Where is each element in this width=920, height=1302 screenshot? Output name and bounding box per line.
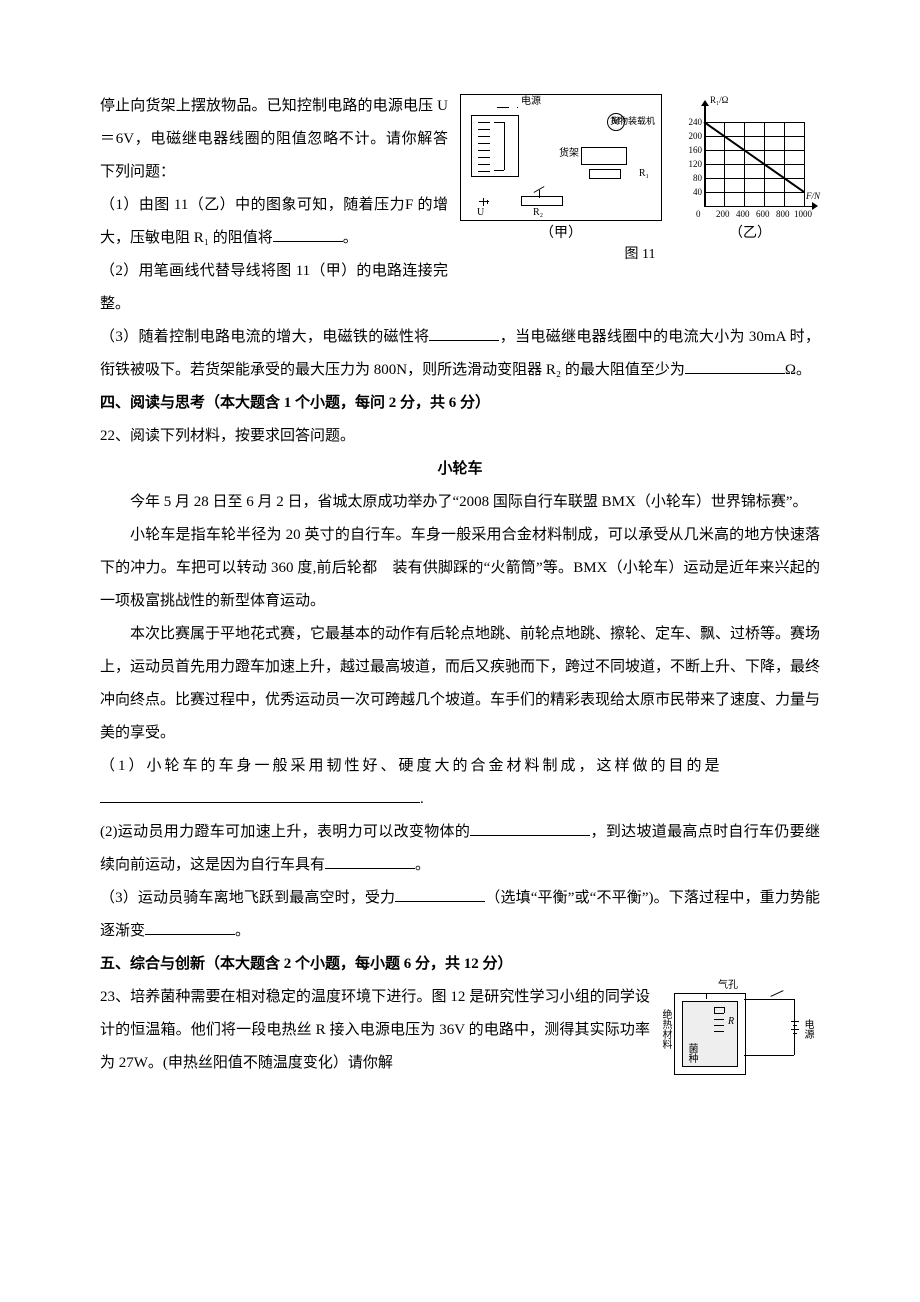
q22-3-text-a: （3）运动员骑车离地飞跃到最高空时，受力 (100, 890, 395, 906)
q22-1: （1）小轮车的车身一般采用韧性好、硬度大的合金材料制成，这样做的目的是 (100, 750, 820, 783)
q21-1-text-b: 。 (343, 230, 358, 246)
xtick: 200 (716, 210, 730, 219)
q22-1-end: . (420, 791, 424, 807)
q21-3: （3）随着控制电路电流的增大，电磁铁的磁性将，当电磁继电器线圈中的电流大小为 3… (100, 321, 820, 387)
q21-3-text-a: （3）随着控制电路电流的增大，电磁铁的磁性将 (100, 329, 429, 345)
graph-y-label: R₁/Ω (710, 96, 728, 105)
blank-q21-1[interactable] (273, 225, 343, 243)
blank-q22-3a[interactable] (395, 885, 485, 903)
section-4-heading: 四、阅读与思考（本大题含 1 个小题，每问 2 分，共 6 分） (100, 387, 820, 420)
ytick: 80 (693, 174, 702, 183)
xtick: 600 (756, 210, 770, 219)
label-R: R (728, 1017, 734, 1027)
ytick: 160 (689, 146, 703, 155)
graph-origin: 0 (696, 210, 701, 219)
label-shelf: 货架 (559, 149, 579, 159)
q22-2: (2)运动员用力蹬车可加速上升，表明力可以改变物体的，到达坡道最高点时自行车仍要… (100, 816, 820, 882)
q22-3-text-c: 。 (235, 923, 250, 939)
blank-q22-2b[interactable] (325, 852, 415, 870)
q22-lead: 22、阅读下列材料，按要求回答问题。 (100, 420, 820, 453)
q22-1-blankline: . (100, 783, 820, 816)
ytick: 200 (689, 132, 703, 141)
label-vent: 气孔 (718, 981, 738, 991)
ytick: 40 (693, 188, 702, 197)
xtick: 1000 (794, 210, 812, 219)
graph-x-label: F/N (806, 192, 820, 201)
xtick: 400 (736, 210, 750, 219)
figure-11-caption-right: （乙） (680, 223, 820, 244)
q22-1-text: （1）小轮车的车身一般采用韧性好、硬度大的合金材料制成，这样做的目的是 (100, 758, 723, 774)
blank-q22-3b[interactable] (145, 918, 235, 936)
figure-12: 气孔 绝热材料 菌种 R 电源 (660, 981, 820, 1081)
figure-11-circuit: 电源 M 货物装载机 (460, 94, 662, 221)
label-power-12: 电源 (802, 1019, 812, 1039)
ytick: 120 (689, 160, 703, 169)
label-insulation: 绝热材料 (660, 1009, 670, 1049)
section-5-heading: 五、综合与创新（本大题含 2 个小题，每小题 6 分，共 12 分） (100, 948, 820, 981)
figure-11-caption: 图 11 (460, 244, 820, 265)
q22-2-text-a: (2)运动员用力蹬车可加速上升，表明力可以改变物体的 (100, 824, 470, 840)
label-loader: 货物装载机 (610, 117, 655, 126)
label-power: 电源 (521, 97, 541, 107)
blank-q22-2a[interactable] (470, 819, 590, 837)
passage-para-3: 本次比赛属于平地花式赛，它最基本的动作有后轮点地跳、前轮点地跳、擦轮、定车、飘、… (100, 618, 820, 750)
passage-para-2: 小轮车是指车轮半径为 20 英寸的自行车。车身一般采用合金材料制成，可以承受从几… (100, 519, 820, 618)
q22-3: （3）运动员骑车离地飞跃到最高空时，受力（选填“平衡”或“不平衡”)。下落过程中… (100, 882, 820, 948)
label-seed: 菌种 (686, 1043, 696, 1063)
figure-11-caption-left: （甲） (460, 223, 662, 244)
passage-title: 小轮车 (100, 453, 820, 486)
label-R1: R₁ (639, 169, 649, 179)
q21-3-text-c: Ω。 (785, 362, 811, 378)
label-U: U (477, 208, 484, 218)
blank-q21-3b[interactable] (685, 357, 785, 375)
blank-q22-1[interactable] (100, 786, 420, 804)
figure-11: 电源 M 货物装载机 (460, 94, 820, 265)
q22-2-text-c: 。 (415, 857, 430, 873)
passage-para-1: 今年 5 月 28 日至 6 月 2 日，省城太原成功举办了“2008 国际自行… (100, 486, 820, 519)
blank-q21-3a[interactable] (429, 324, 499, 342)
figure-11-graph: R₁/Ω F/N 0 40 80 120 160 200 240 (680, 96, 820, 221)
label-R2: R₂ (533, 208, 543, 218)
ytick: 240 (689, 118, 703, 127)
xtick: 800 (776, 210, 790, 219)
